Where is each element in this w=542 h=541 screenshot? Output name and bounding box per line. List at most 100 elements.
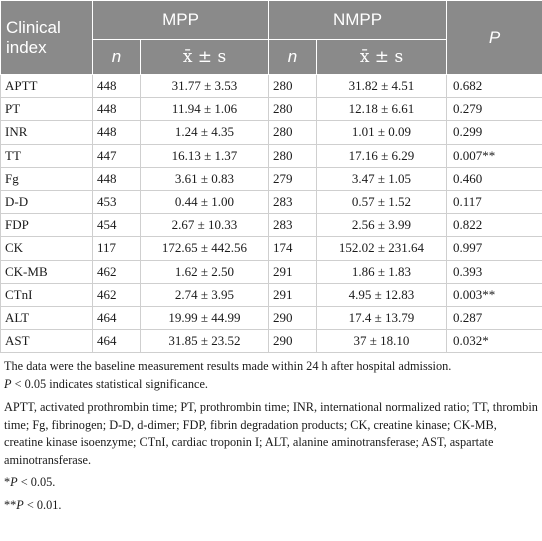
header-mpp: MPP <box>92 0 269 40</box>
cell-p-value: 0.822 <box>446 213 542 238</box>
cell-nmpp-mean-sd: 12.18 ± 6.61 <box>316 97 447 122</box>
cell-nmpp-n: 174 <box>268 236 317 261</box>
cell-mpp-n: 464 <box>92 329 141 354</box>
cell-p-value: 0.299 <box>446 120 542 145</box>
cell-nmpp-mean-sd: 1.01 ± 0.09 <box>316 120 447 145</box>
cell-clinical-index: APTT <box>0 73 93 99</box>
cell-mpp-n: 448 <box>92 97 141 122</box>
cell-mpp-n: 464 <box>92 305 141 331</box>
cell-mpp-mean-sd: 0.44 ± 1.00 <box>140 189 269 215</box>
table-row: D-D 453 0.44 ± 1.00 283 0.57 ± 1.52 0.117 <box>0 189 542 215</box>
cell-mpp-mean-sd: 2.67 ± 10.33 <box>140 213 269 238</box>
cell-mpp-mean-sd: 16.13 ± 1.37 <box>140 143 269 168</box>
cell-p-value: 0.682 <box>446 73 542 99</box>
table-row: CK 117 172.65 ± 442.56 174 152.02 ± 231.64 0.… <box>0 236 542 261</box>
header-clinical-index: Clinical index <box>0 0 93 75</box>
note-significance: P < 0.05 indicates statistical significa… <box>4 376 208 391</box>
cell-mpp-n: 454 <box>92 213 141 238</box>
cell-p-value: 0.287 <box>446 305 542 331</box>
cell-mpp-mean-sd: 1.62 ± 2.50 <box>140 259 269 284</box>
cell-clinical-index: AST <box>0 329 93 354</box>
cell-clinical-index: Fg <box>0 166 93 191</box>
cell-mpp-n: 448 <box>92 73 141 99</box>
cell-mpp-n: 462 <box>92 259 141 284</box>
cell-mpp-mean-sd: 31.85 ± 23.52 <box>140 329 269 354</box>
note-abbreviations: APTT, activated prothrombin time; PT, pr… <box>4 400 538 467</box>
cell-nmpp-mean-sd: 37 ± 18.10 <box>316 329 447 354</box>
cell-nmpp-mean-sd: 152.02 ± 231.64 <box>316 236 447 261</box>
cell-clinical-index: CTnI <box>0 282 93 307</box>
cell-mpp-n: 453 <box>92 189 141 215</box>
table-row: ALT 464 19.99 ± 44.99 290 17.4 ± 13.79 0.287 <box>0 305 542 331</box>
cell-nmpp-mean-sd: 17.4 ± 13.79 <box>316 305 447 331</box>
cell-nmpp-n: 280 <box>268 97 317 122</box>
cell-mpp-mean-sd: 19.99 ± 44.99 <box>140 305 269 331</box>
cell-nmpp-n: 290 <box>268 305 317 331</box>
table-row: INR 448 1.24 ± 4.35 280 1.01 ± 0.09 0.299 <box>0 120 542 145</box>
table-row: APTT 448 31.77 ± 3.53 280 31.82 ± 4.51 0.682 <box>0 73 542 99</box>
cell-nmpp-mean-sd: 4.95 ± 12.83 <box>316 282 447 307</box>
cell-p-value: 0.117 <box>446 189 542 215</box>
cell-nmpp-n: 290 <box>268 329 317 354</box>
header-nmpp-n: n <box>268 39 317 75</box>
cell-mpp-n: 448 <box>92 166 141 191</box>
table-row: TT 447 16.13 ± 1.37 280 17.16 ± 6.29 0.007** <box>0 143 542 168</box>
header-mpp-mean-sd: x̄ ± s <box>140 39 269 75</box>
cell-nmpp-n: 280 <box>268 73 317 99</box>
cell-clinical-index: CK-MB <box>0 259 93 284</box>
cell-nmpp-mean-sd: 3.47 ± 1.05 <box>316 166 447 191</box>
table-header: Clinical index MPP NMPP P n x̄ ± s n x̄ … <box>0 0 542 75</box>
table-row: Fg 448 3.61 ± 0.83 279 3.47 ± 1.05 0.460 <box>0 166 542 191</box>
cell-nmpp-mean-sd: 17.16 ± 6.29 <box>316 143 447 168</box>
header-p-value: P <box>446 0 542 75</box>
cell-p-value: 0.393 <box>446 259 542 284</box>
footnote-double-star: **P < 0.01. <box>4 497 62 512</box>
cell-clinical-index: D-D <box>0 189 93 215</box>
cell-p-value: 0.460 <box>446 166 542 191</box>
cell-mpp-mean-sd: 11.94 ± 1.06 <box>140 97 269 122</box>
cell-nmpp-n: 291 <box>268 282 317 307</box>
cell-p-value: 0.032* <box>446 329 542 354</box>
cell-clinical-index: FDP <box>0 213 93 238</box>
cell-nmpp-n: 279 <box>268 166 317 191</box>
cell-nmpp-mean-sd: 31.82 ± 4.51 <box>316 73 447 99</box>
cell-p-value: 0.007** <box>446 143 542 168</box>
results-table: Clinical index MPP NMPP P n x̄ ± s n x̄ … <box>0 0 542 354</box>
cell-nmpp-mean-sd: 1.86 ± 1.83 <box>316 259 447 284</box>
cell-nmpp-mean-sd: 0.57 ± 1.52 <box>316 189 447 215</box>
cell-nmpp-n: 283 <box>268 213 317 238</box>
note-baseline: The data were the baseline measurement r… <box>4 359 452 374</box>
table-notes: The data were the baseline measurement r… <box>0 353 542 514</box>
table-row: CTnI 462 2.74 ± 3.95 291 4.95 ± 12.83 0.003** <box>0 282 542 307</box>
table-row: FDP 454 2.67 ± 10.33 283 2.56 ± 3.99 0.822 <box>0 213 542 238</box>
cell-mpp-n: 448 <box>92 120 141 145</box>
table-row: AST 464 31.85 ± 23.52 290 37 ± 18.10 0.032* <box>0 329 542 354</box>
cell-p-value: 0.279 <box>446 97 542 122</box>
cell-mpp-mean-sd: 2.74 ± 3.95 <box>140 282 269 307</box>
cell-mpp-n: 462 <box>92 282 141 307</box>
cell-nmpp-n: 291 <box>268 259 317 284</box>
cell-nmpp-n: 280 <box>268 120 317 145</box>
cell-p-value: 0.997 <box>446 236 542 261</box>
cell-mpp-mean-sd: 1.24 ± 4.35 <box>140 120 269 145</box>
cell-nmpp-n: 283 <box>268 189 317 215</box>
cell-clinical-index: TT <box>0 143 93 168</box>
table-body: APTT 448 31.77 ± 3.53 280 31.82 ± 4.51 0.682 P… <box>0 73 542 354</box>
cell-nmpp-mean-sd: 2.56 ± 3.99 <box>316 213 447 238</box>
footnote-single-star: *P < 0.05. <box>4 475 56 490</box>
table-row: PT 448 11.94 ± 1.06 280 12.18 ± 6.61 0.279 <box>0 97 542 122</box>
table-row: CK-MB 462 1.62 ± 2.50 291 1.86 ± 1.83 0.393 <box>0 259 542 284</box>
cell-mpp-mean-sd: 31.77 ± 3.53 <box>140 73 269 99</box>
cell-mpp-mean-sd: 3.61 ± 0.83 <box>140 166 269 191</box>
cell-nmpp-n: 280 <box>268 143 317 168</box>
header-mpp-n: n <box>92 39 141 75</box>
header-nmpp: NMPP <box>268 0 447 40</box>
cell-clinical-index: ALT <box>0 305 93 331</box>
cell-mpp-n: 117 <box>92 236 141 261</box>
cell-clinical-index: PT <box>0 97 93 122</box>
header-nmpp-mean-sd: x̄ ± s <box>316 39 447 75</box>
cell-p-value: 0.003** <box>446 282 542 307</box>
cell-clinical-index: CK <box>0 236 93 261</box>
cell-mpp-mean-sd: 172.65 ± 442.56 <box>140 236 269 261</box>
cell-mpp-n: 447 <box>92 143 141 168</box>
